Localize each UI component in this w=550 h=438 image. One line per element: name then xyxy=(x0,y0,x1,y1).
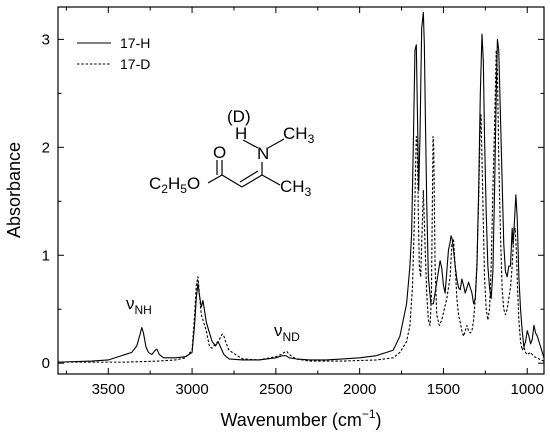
mol-bond-ch-c xyxy=(221,174,243,188)
x-axis-title-main: Wavenumber (cm xyxy=(220,410,361,430)
x-axis-title-superscript: −1 xyxy=(362,407,376,421)
mol-bond-c-ch3 xyxy=(261,174,281,186)
annotation-nu-nh-symbol: ν xyxy=(126,294,135,313)
molecule-structure: (D) H N CH3 CH3 O C2H5O xyxy=(149,107,315,199)
spectra-lines xyxy=(57,11,545,363)
x-tick-label-2000: 2000 xyxy=(343,381,376,398)
x-axis-title: Wavenumber (cm−1) xyxy=(220,407,381,430)
x-tick-label-1000: 1000 xyxy=(511,381,544,398)
y-tick-label-2: 2 xyxy=(42,139,50,156)
x-tick-label-3000: 3000 xyxy=(175,381,208,398)
x-tick-label-1500: 1500 xyxy=(427,381,460,398)
mol-bond-h-n xyxy=(242,139,259,149)
mol-ester-h: H xyxy=(168,174,180,193)
annotation-nu-nd: νND xyxy=(274,321,300,344)
mol-ch3-right: CH3 xyxy=(280,177,312,199)
y-axis-title: Absorbance xyxy=(4,142,24,238)
mol-h: H xyxy=(235,124,247,143)
legend: 17-H 17-D xyxy=(77,35,150,72)
legend-label-17-h: 17-H xyxy=(120,35,150,51)
annotation-nu-nh-sub: NH xyxy=(135,303,152,317)
x-tick-label-2500: 2500 xyxy=(259,381,292,398)
mol-ester-h-sub: 5 xyxy=(180,182,187,196)
annotation-nu-nd-symbol: ν xyxy=(274,321,283,340)
y-tick-label-0: 0 xyxy=(42,355,50,372)
mol-ester-c-sub: 2 xyxy=(161,182,168,196)
legend-label-17-d: 17-D xyxy=(120,56,150,72)
mol-ester-o: O xyxy=(187,174,200,193)
mol-ch3-top-sub: 3 xyxy=(308,132,315,146)
mol-ch3-right-ch: CH xyxy=(280,177,305,196)
x-tick-label-3500: 3500 xyxy=(92,381,125,398)
mol-bond-c-o xyxy=(207,174,223,184)
mol-d-label: (D) xyxy=(227,107,251,126)
annotation-nu-nh: νNH xyxy=(126,294,152,317)
mol-double-bond-2 xyxy=(239,170,259,183)
plot-area xyxy=(57,6,545,375)
mol-ch3-top: CH3 xyxy=(283,124,315,146)
mol-bond-n-ch3 xyxy=(267,138,285,149)
annotation-nu-nd-sub: ND xyxy=(283,330,301,344)
x-axis-title-close: ) xyxy=(376,410,382,430)
y-tick-label-3: 3 xyxy=(42,31,50,48)
axis-ticks: 3500 3000 2500 2000 1500 1000 0 1 2 3 xyxy=(42,7,544,398)
mol-double-bond-1 xyxy=(241,174,263,188)
y-tick-label-1: 1 xyxy=(42,247,50,264)
mol-ch3-top-ch: CH xyxy=(283,124,308,143)
mol-o-top: O xyxy=(213,143,226,162)
mol-ch3-right-sub: 3 xyxy=(305,185,312,199)
plot-frame xyxy=(57,6,545,375)
mol-ester-group: C2H5O xyxy=(149,174,200,196)
series-line-17-d xyxy=(58,49,545,363)
mol-n: N xyxy=(257,144,269,163)
mol-ester-c: C xyxy=(149,174,161,193)
